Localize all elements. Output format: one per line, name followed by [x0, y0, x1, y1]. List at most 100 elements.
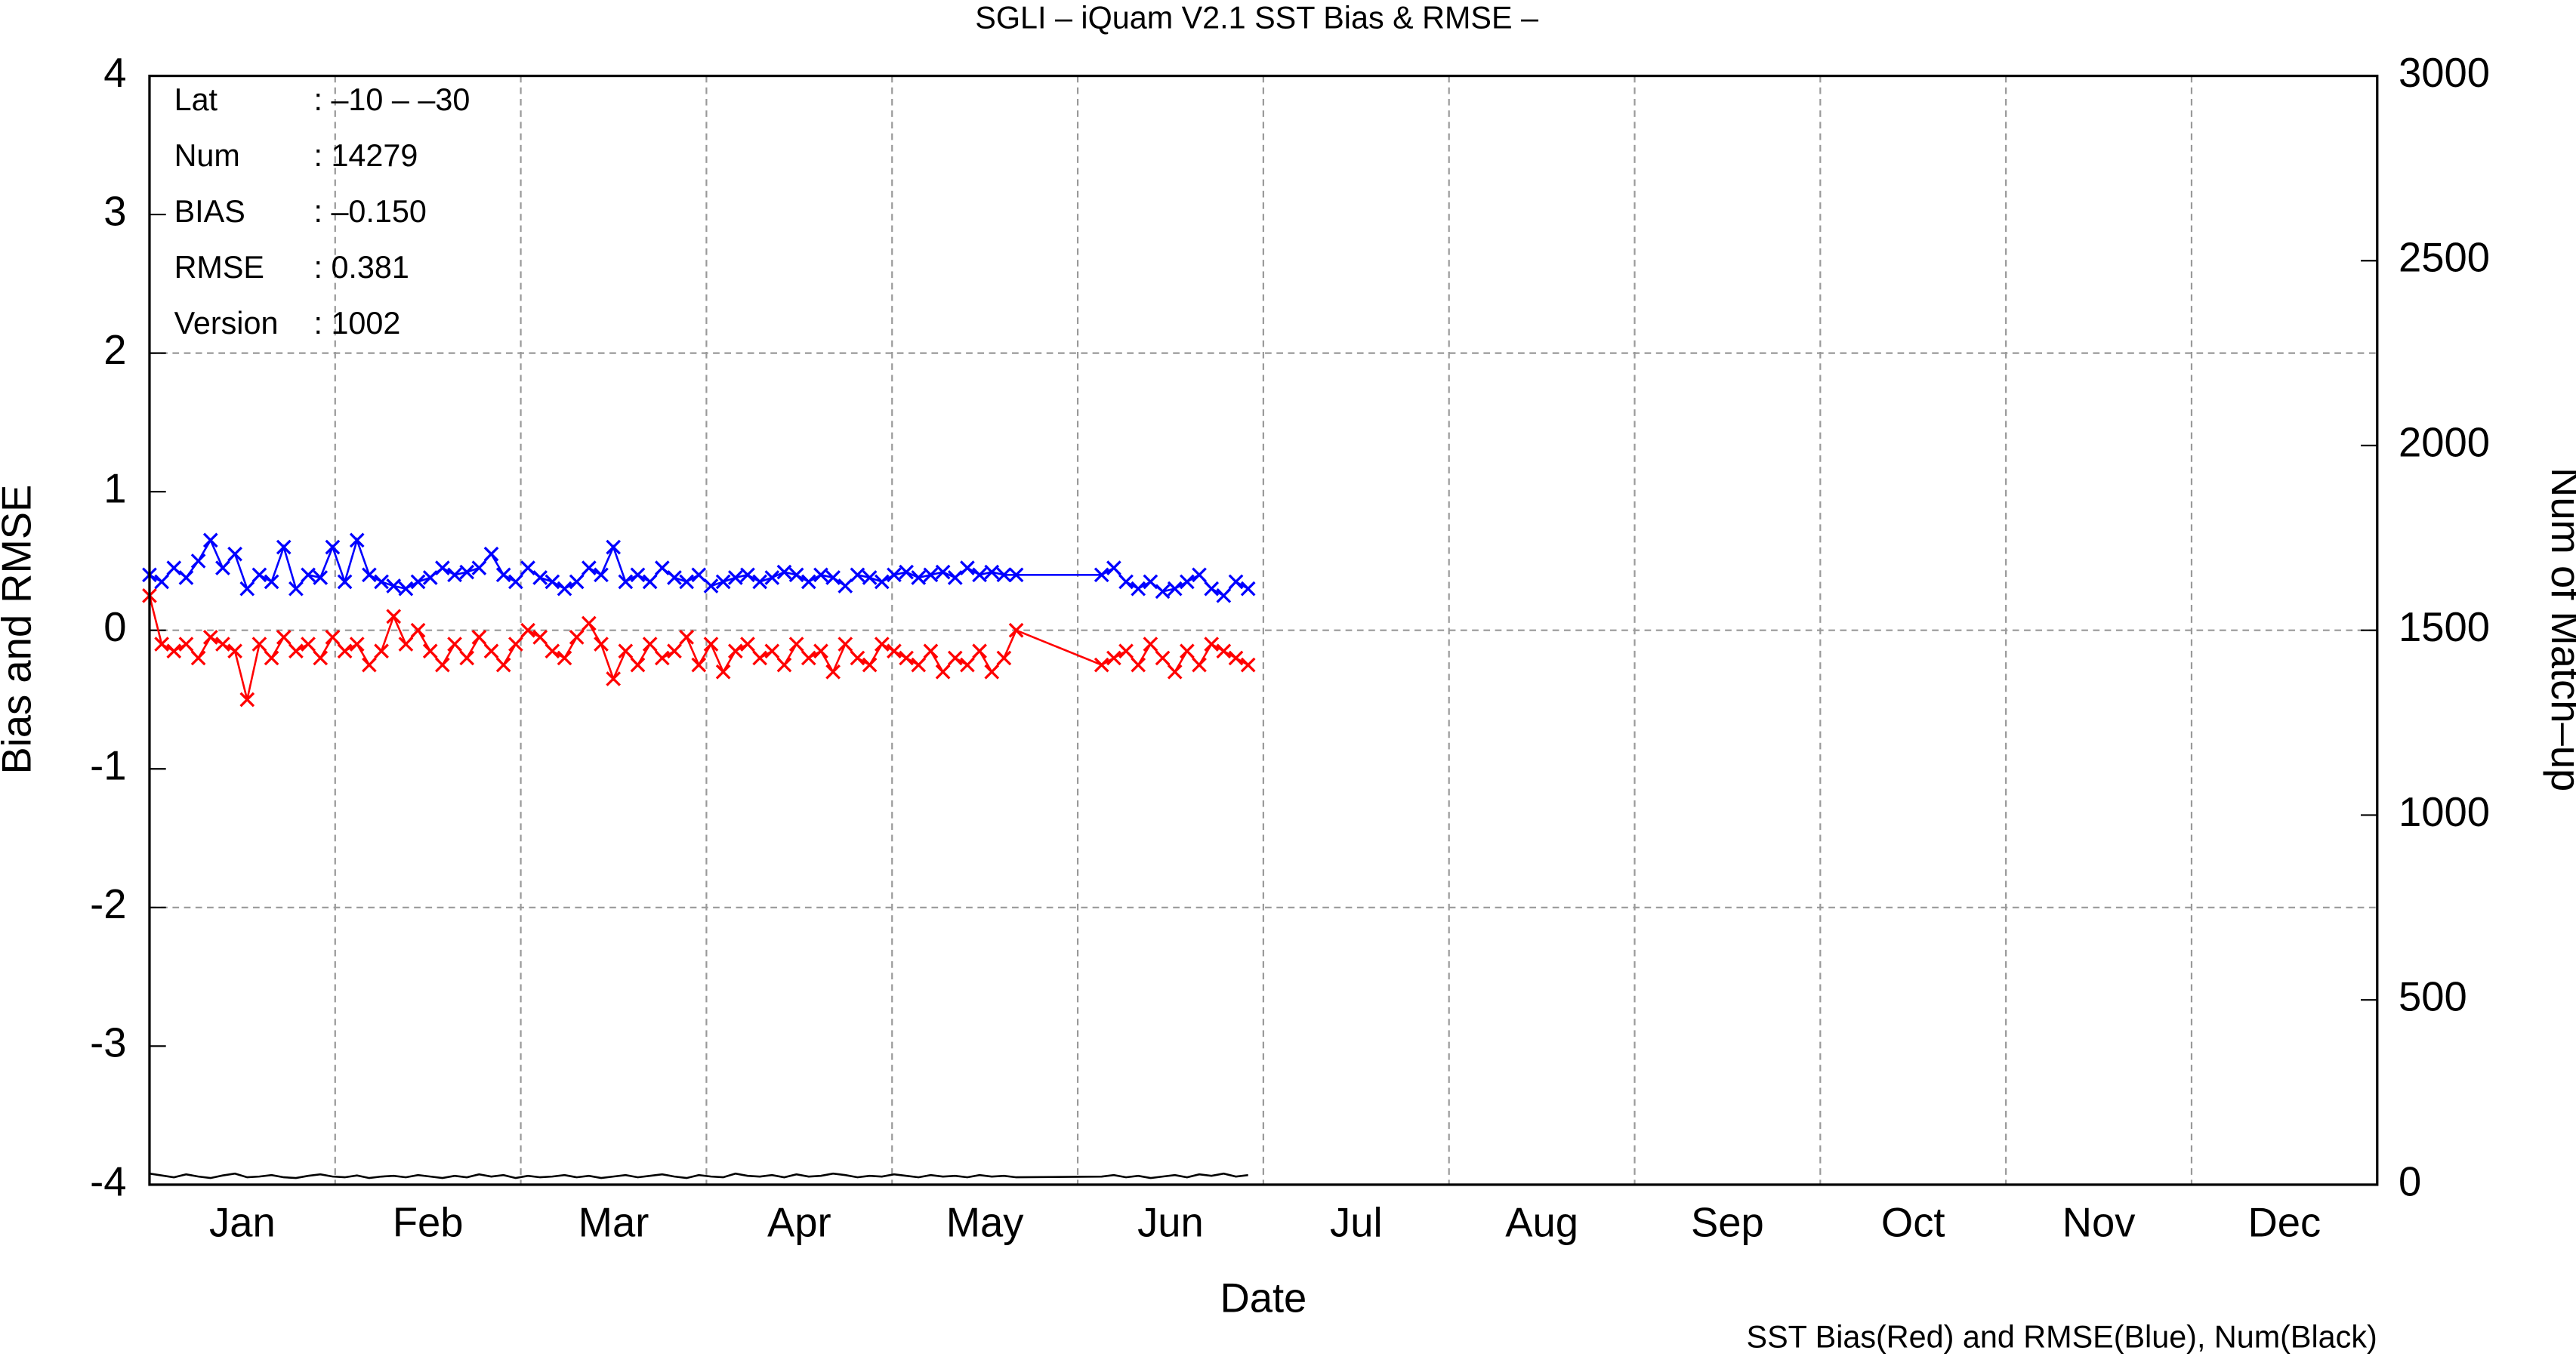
point-marker [569, 574, 585, 590]
point-marker [313, 650, 329, 666]
point-marker [276, 630, 292, 645]
point-marker [899, 650, 914, 666]
stat-label: Num [174, 138, 240, 173]
point-marker [239, 692, 255, 708]
point-marker [911, 570, 927, 585]
point-marker [727, 643, 743, 659]
point-marker [935, 564, 951, 580]
point-marker [654, 650, 670, 666]
point-marker [288, 581, 304, 597]
point-marker [776, 564, 792, 580]
point-marker [691, 657, 707, 673]
point-marker [740, 567, 755, 583]
point-marker [215, 637, 230, 652]
point-marker [1131, 581, 1146, 597]
point-marker [752, 574, 767, 590]
point-marker [215, 560, 230, 575]
x-tick-label: Apr [767, 1200, 831, 1246]
point-marker [788, 567, 804, 583]
point-marker [838, 578, 853, 594]
point-marker [874, 637, 890, 652]
point-marker [1179, 574, 1195, 590]
point-marker [581, 615, 597, 631]
point-marker [508, 574, 523, 590]
point-marker [862, 570, 878, 585]
x-tick-label: Aug [1505, 1200, 1578, 1246]
chart-title: SGLI – iQuam V2.1 SST Bias & RMSE – [975, 0, 1538, 35]
point-marker [166, 560, 182, 575]
point-marker [386, 609, 402, 624]
x-tick-label: Feb [393, 1200, 464, 1246]
y2-axis-label: Num of Match–up [2543, 467, 2576, 791]
point-marker [1216, 643, 1232, 659]
point-marker [691, 567, 707, 583]
point-marker [532, 570, 548, 585]
point-marker [557, 650, 572, 666]
point-marker [1155, 650, 1171, 666]
point-marker [1008, 622, 1024, 638]
y2-tick-label: 2500 [2399, 235, 2490, 281]
x-axis-label: Date [1220, 1275, 1307, 1321]
y2-tick-label: 500 [2399, 974, 2467, 1020]
point-marker [1106, 560, 1121, 575]
point-marker [960, 657, 975, 673]
point-marker [410, 574, 426, 590]
point-marker [679, 630, 695, 645]
point-marker [606, 539, 622, 555]
point-marker [703, 578, 719, 594]
point-marker [264, 574, 279, 590]
point-marker [1204, 637, 1220, 652]
y-tick-label: 0 [103, 604, 126, 650]
point-marker [630, 657, 646, 673]
point-marker [349, 637, 365, 652]
point-marker [727, 570, 743, 585]
footnote: SST Bias(Red) and RMSE(Blue), Num(Black) [1747, 1319, 2377, 1354]
point-marker [557, 581, 572, 597]
point-marker [899, 564, 914, 580]
point-marker [1192, 657, 1207, 673]
point-marker [1143, 574, 1158, 590]
point-marker [154, 574, 169, 590]
x-tick-label: Mar [578, 1200, 649, 1246]
point-marker [764, 643, 780, 659]
point-marker [1094, 567, 1109, 583]
y-tick-label: -1 [90, 743, 126, 789]
point-marker [495, 657, 511, 673]
point-marker [1143, 637, 1158, 652]
point-marker [581, 560, 597, 575]
point-marker [1179, 643, 1195, 659]
point-marker [202, 532, 218, 548]
point-marker [1155, 584, 1171, 600]
y-tick-label: 2 [103, 327, 126, 373]
point-marker [435, 560, 450, 575]
point-marker [569, 630, 585, 645]
point-marker [410, 622, 426, 638]
point-marker [520, 560, 535, 575]
point-marker [495, 567, 511, 583]
point-marker [996, 567, 1012, 583]
series-line [149, 1172, 1248, 1179]
stat-value: : –10 – –30 [313, 82, 470, 117]
x-tick-label: Nov [2062, 1200, 2136, 1246]
point-marker [1094, 657, 1109, 673]
point-marker [1204, 581, 1220, 597]
y2-tick-label: 1000 [2399, 789, 2490, 835]
point-marker [996, 650, 1012, 666]
point-marker [1118, 574, 1134, 590]
point-marker [1106, 650, 1121, 666]
point-marker [301, 637, 316, 652]
point-marker [398, 581, 414, 597]
point-marker [202, 630, 218, 645]
stat-value: : 0.381 [313, 250, 409, 285]
point-marker [654, 560, 670, 575]
point-marker [703, 637, 719, 652]
point-marker [276, 539, 292, 555]
stat-label: Version [174, 306, 279, 341]
point-marker [825, 570, 841, 585]
point-marker [1240, 657, 1256, 673]
point-marker [1131, 657, 1146, 673]
point-marker [1167, 581, 1183, 597]
point-marker [447, 637, 462, 652]
point-marker [349, 532, 365, 548]
y2-tick-label: 2000 [2399, 419, 2490, 465]
